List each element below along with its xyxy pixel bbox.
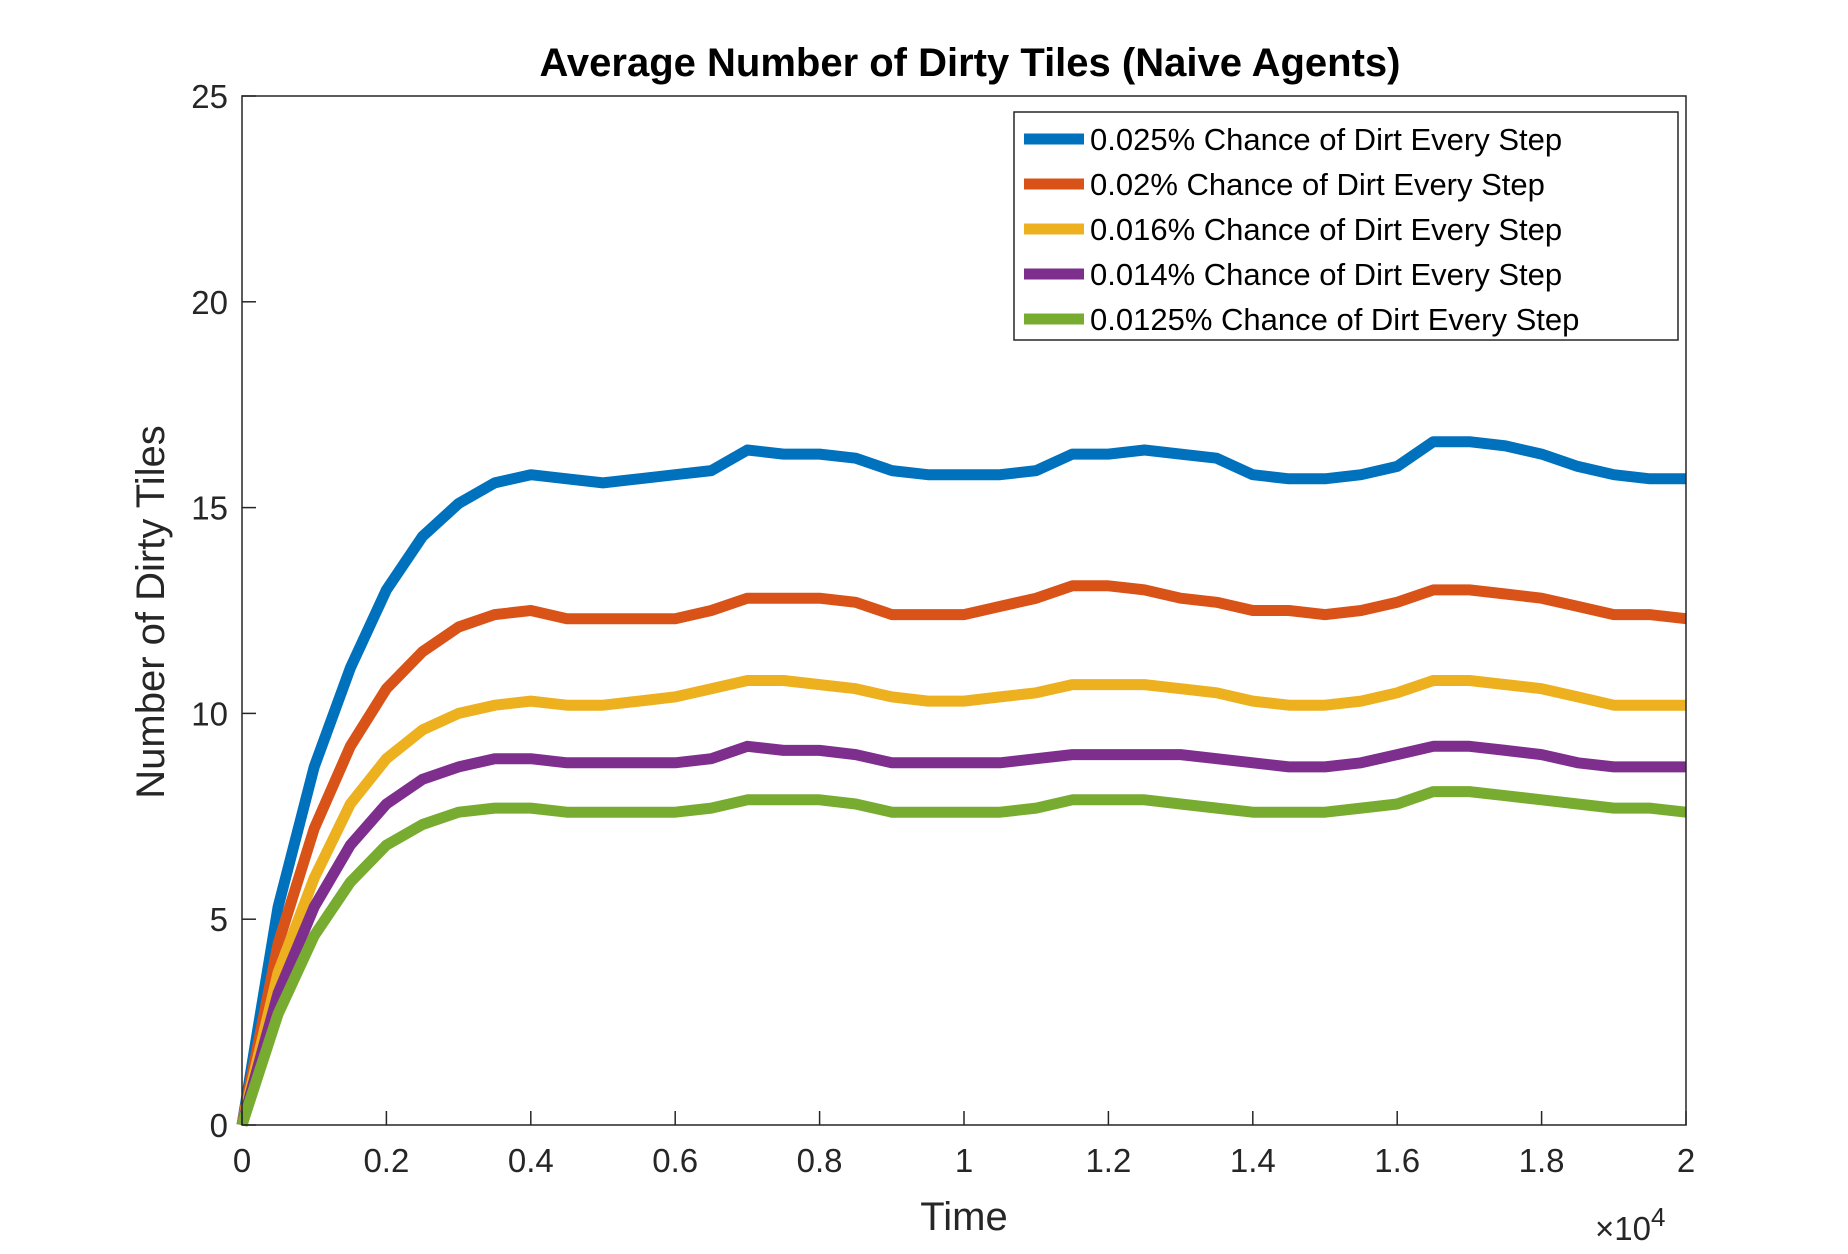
legend-label-5: 0.0125% Chance of Dirt Every Step [1090,302,1579,337]
x-tick-label: 0.8 [797,1142,843,1179]
x-axis-exponent-base: ×10 [1595,1210,1651,1247]
y-tick-label: 15 [191,490,228,527]
y-tick-label: 0 [210,1107,228,1144]
x-tick-label: 1.8 [1519,1142,1565,1179]
series-line-4 [236,740,1686,1127]
series-line-5 [236,786,1687,1127]
y-axis-ticks: 0 5 10 15 20 25 [191,78,256,1144]
y-axis-label: Number of Dirty Tiles [129,425,173,798]
x-axis-ticks: 0 0.2 0.4 0.6 0.8 1 1.2 1.4 1.6 1.8 2 [233,1111,1695,1179]
x-tick-label: 0.6 [652,1142,698,1179]
chart-title: Average Number of Dirty Tiles (Naive Age… [540,41,1401,85]
x-axis-exponent: ×104 [1595,1202,1665,1247]
y-tick-label: 25 [191,78,228,115]
legend-label-1: 0.025% Chance of Dirt Every Step [1090,122,1562,157]
legend-box [1013,111,1679,341]
x-tick-label: 0.4 [508,1142,554,1179]
legend-label-2: 0.02% Chance of Dirt Every Step [1090,167,1545,202]
y-tick-label: 10 [191,695,228,732]
x-tick-label: 1.6 [1374,1142,1420,1179]
x-tick-label: 0.2 [363,1142,409,1179]
legend: 0.025% Chance of Dirt Every Step 0.02% Ch… [1013,111,1679,341]
legend-label-4: 0.014% Chance of Dirt Every Step [1090,257,1562,292]
x-tick-label: 1 [955,1142,973,1179]
series-line-2 [236,580,1687,1127]
series-layer [236,436,1687,1127]
series-line-1 [236,436,1686,1126]
y-tick-label: 20 [191,284,228,321]
series-line-3 [236,675,1686,1127]
y-tick-label: 5 [210,901,228,938]
x-tick-label: 1.2 [1085,1142,1131,1179]
legend-label-3: 0.016% Chance of Dirt Every Step [1090,212,1562,247]
x-tick-label: 1.4 [1230,1142,1276,1179]
x-tick-label: 2 [1677,1142,1695,1179]
x-axis-label: Time [920,1195,1007,1239]
x-axis-exponent-power: 4 [1651,1202,1665,1232]
x-tick-label: 0 [233,1142,251,1179]
